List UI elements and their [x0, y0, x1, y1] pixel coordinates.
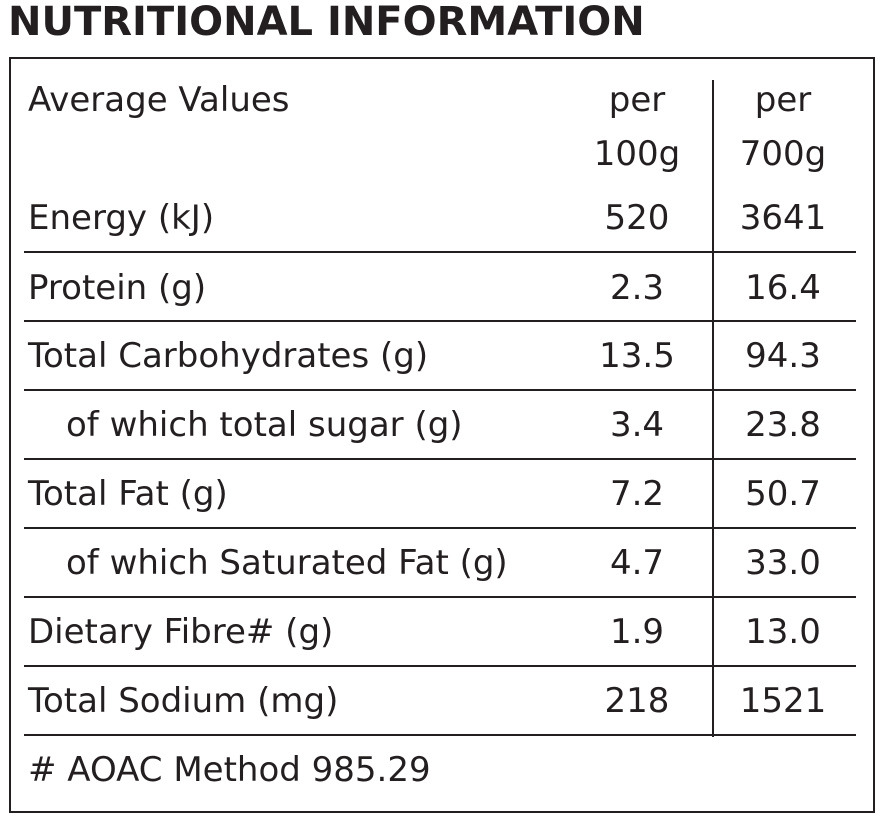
row-label-protein: Protein (g) [28, 268, 207, 308]
row-value-total-fat-100g: 7.2 [609, 474, 665, 514]
row-label-energy: Energy (kJ) [28, 198, 215, 238]
row-divider [24, 734, 856, 736]
header-per-700g-line1: per [754, 80, 812, 120]
row-label-total-fat: Total Fat (g) [28, 474, 228, 514]
row-value-carbohydrates-700g: 94.3 [745, 336, 821, 376]
page-title: NUTRITIONAL INFORMATION [8, 0, 645, 45]
row-divider [24, 596, 856, 598]
row-value-total-fat-700g: 50.7 [745, 474, 821, 514]
nutrition-table [9, 57, 875, 813]
row-label-sodium: Total Sodium (mg) [28, 681, 339, 721]
header-per-100g-line2: 100g [593, 134, 681, 174]
header-average-values: Average Values [28, 80, 290, 120]
row-label-sugar: of which total sugar (g) [66, 405, 463, 445]
row-divider [24, 389, 856, 391]
row-value-protein-700g: 16.4 [745, 268, 821, 308]
footnote: # AOAC Method 985.29 [28, 750, 431, 790]
row-divider [24, 251, 856, 253]
row-value-sodium-700g: 1521 [739, 681, 827, 721]
row-value-saturated-fat-700g: 33.0 [745, 543, 821, 583]
row-value-energy-100g: 520 [604, 198, 670, 238]
column-divider [712, 80, 714, 737]
header-per-700g-line2: 700g [739, 134, 827, 174]
row-divider [24, 458, 856, 460]
row-label-dietary-fibre: Dietary Fibre# (g) [28, 612, 334, 652]
row-value-saturated-fat-100g: 4.7 [609, 543, 665, 583]
row-label-carbohydrates: Total Carbohydrates (g) [28, 336, 429, 376]
row-value-protein-100g: 2.3 [609, 268, 665, 308]
row-value-energy-700g: 3641 [739, 198, 827, 238]
row-value-dietary-fibre-100g: 1.9 [609, 612, 665, 652]
row-value-dietary-fibre-700g: 13.0 [745, 612, 821, 652]
row-divider [24, 665, 856, 667]
row-divider [24, 527, 856, 529]
row-label-saturated-fat: of which Saturated Fat (g) [66, 543, 508, 583]
row-value-carbohydrates-100g: 13.5 [599, 336, 675, 376]
row-value-sugar-100g: 3.4 [609, 405, 665, 445]
row-divider [24, 320, 856, 322]
header-per-100g-line1: per [608, 80, 666, 120]
row-value-sugar-700g: 23.8 [745, 405, 821, 445]
row-value-sodium-100g: 218 [604, 681, 670, 721]
